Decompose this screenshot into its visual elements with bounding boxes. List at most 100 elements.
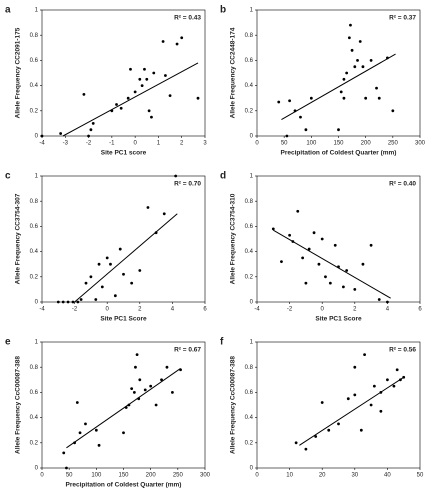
y-tick-label: 0.8	[30, 199, 39, 205]
point	[168, 94, 172, 98]
point	[377, 298, 381, 301]
y-tick-label: 0	[250, 466, 254, 472]
point	[40, 134, 44, 138]
point	[105, 256, 109, 260]
x-tick-label: -4	[39, 307, 45, 313]
point	[146, 206, 150, 209]
x-tick-label: -2	[287, 307, 293, 313]
plot-frame	[256, 9, 421, 137]
plot-frame	[41, 341, 206, 469]
annotation: R² = 0.43	[174, 15, 201, 22]
point	[317, 262, 321, 266]
point	[145, 77, 149, 81]
point	[59, 132, 63, 135]
plot-frame	[256, 341, 421, 469]
y-tick-label: 0.8	[30, 33, 39, 39]
point	[347, 36, 351, 40]
y-tick-label: 0.4	[30, 415, 39, 421]
y-tick-label: 0.8	[245, 33, 254, 39]
point	[392, 384, 396, 388]
point	[307, 247, 311, 251]
annotation: R² = 0.40	[389, 181, 416, 188]
y-axis-label: Allele Frequency CC2091-175	[15, 27, 22, 118]
point	[119, 106, 123, 110]
y-tick-label: 0.6	[30, 390, 39, 396]
point	[118, 247, 122, 251]
x-axis-label: Precipitation of Coldest Quarter (mm)	[281, 150, 397, 157]
point	[346, 397, 350, 401]
point	[162, 212, 166, 216]
regression-line	[66, 368, 181, 449]
point	[288, 99, 291, 103]
y-tick-label: 0.6	[30, 224, 39, 230]
x-tick-label: 0	[255, 141, 259, 147]
x-tick-label: 250	[388, 141, 399, 147]
x-tick-label: 100	[306, 141, 317, 147]
point	[110, 109, 114, 113]
x-axis-label: Site PC1 Score	[315, 316, 362, 323]
point	[342, 77, 346, 81]
point	[138, 378, 142, 382]
point	[196, 96, 200, 100]
point	[327, 428, 331, 432]
x-axis-label: Precipitation of Coldest Quarter (mm)	[66, 482, 182, 489]
x-tick-label: 50	[66, 473, 73, 479]
point	[124, 406, 128, 409]
panel-letter: e	[5, 337, 11, 348]
point	[78, 431, 82, 435]
point	[333, 243, 337, 247]
y-tick-label: 0.4	[245, 83, 254, 89]
x-tick-label: 2	[353, 307, 357, 313]
y-tick-label: 0.2	[245, 108, 254, 114]
point	[132, 391, 136, 394]
point	[353, 393, 357, 397]
point	[97, 443, 101, 447]
point	[130, 387, 134, 391]
y-tick-label: 1	[250, 340, 254, 346]
point	[386, 300, 389, 304]
point	[363, 353, 366, 356]
y-tick-label: 0.4	[30, 249, 39, 255]
point	[364, 96, 368, 100]
y-tick-label: 0.2	[30, 440, 39, 446]
x-tick-label: 300	[415, 141, 426, 147]
point	[135, 353, 139, 356]
point	[369, 403, 373, 407]
point	[379, 391, 383, 394]
point	[140, 84, 144, 87]
x-tick-label: -4	[39, 141, 45, 147]
x-tick-label: 50	[281, 141, 288, 147]
point	[130, 281, 134, 285]
point	[150, 115, 153, 119]
x-tick-label: 50	[417, 473, 424, 479]
x-tick-label: 300	[200, 473, 211, 479]
y-tick-label: 0.8	[30, 365, 39, 371]
point	[171, 391, 174, 394]
point	[271, 227, 275, 231]
y-tick-label: 1	[35, 340, 39, 346]
x-tick-label: 250	[173, 473, 184, 479]
point	[79, 298, 83, 301]
point	[320, 401, 324, 404]
y-tick-label: 1	[250, 174, 254, 180]
point	[113, 294, 117, 298]
y-tick-label: 0.6	[245, 224, 254, 230]
point	[161, 40, 165, 43]
point	[89, 128, 93, 132]
annotation: R² = 0.67	[174, 347, 201, 354]
x-tick-label: 20	[319, 473, 326, 479]
point	[143, 388, 147, 392]
panel-letter: b	[220, 5, 226, 16]
point	[312, 231, 316, 235]
point	[180, 36, 184, 40]
y-tick-label: 0	[35, 466, 39, 472]
x-tick-label: 150	[118, 473, 129, 479]
x-tick-label: 150	[333, 141, 344, 147]
plot-frame	[41, 175, 206, 303]
point	[109, 262, 112, 266]
point	[179, 368, 182, 372]
point	[84, 422, 87, 426]
x-tick-label: 0	[106, 307, 110, 313]
point	[342, 96, 346, 100]
